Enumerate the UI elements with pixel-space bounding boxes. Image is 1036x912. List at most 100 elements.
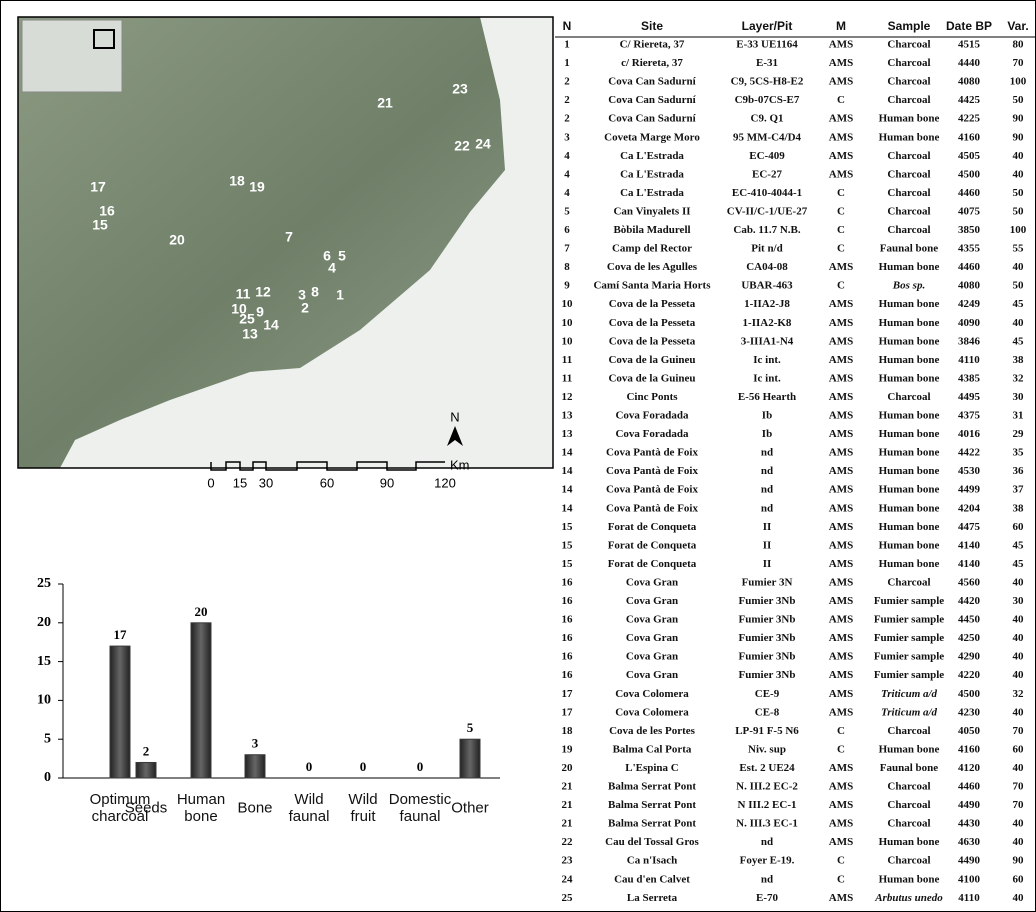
table-cell: 4110 xyxy=(958,354,980,366)
table-cell: 40 xyxy=(1013,261,1025,273)
table-cell: 11 xyxy=(562,372,572,384)
table-cell: CA04-08 xyxy=(746,261,788,273)
table-cell: 4110 xyxy=(958,892,980,904)
table-cell: Cab. 11.7 N.B. xyxy=(733,224,800,236)
table-cell: 40 xyxy=(1013,818,1025,830)
table-cell: Human bone xyxy=(879,502,940,514)
table-cell: AMS xyxy=(829,669,853,681)
table-cell: LP-91 F-5 N6 xyxy=(735,725,799,737)
table-cell: C xyxy=(837,743,845,755)
table-cell: 4225 xyxy=(958,113,981,125)
table-cell: 25 xyxy=(562,892,574,904)
table-cell: Fumier 3Nb xyxy=(739,595,796,607)
table-cell: 15 xyxy=(562,521,574,533)
table-cell: Bos sp. xyxy=(892,280,925,292)
table-cell: Charcoal xyxy=(887,187,930,199)
table-cell: 4249 xyxy=(958,298,981,310)
table-cell: AMS xyxy=(829,595,853,607)
scale-unit: Km xyxy=(450,457,470,472)
table-cell: La Serreta xyxy=(627,892,678,904)
table-cell: N III.2 EC-1 xyxy=(738,799,797,811)
table-cell: AMS xyxy=(829,502,853,514)
table-cell: UBAR-463 xyxy=(741,280,793,292)
table-cell: Human bone xyxy=(879,372,940,384)
table-cell: 4422 xyxy=(958,447,981,459)
table-cell: 4500 xyxy=(958,168,981,180)
table-cell: 3850 xyxy=(958,224,981,236)
table-cell: 40 xyxy=(1013,614,1025,626)
table-cell: Arbutus unedo xyxy=(874,892,943,904)
table-cell: 4140 xyxy=(958,539,981,551)
table-cell: AMS xyxy=(829,261,853,273)
table-cell: C xyxy=(837,94,845,106)
table-cell: 21 xyxy=(562,781,573,793)
table-cell: AMS xyxy=(829,354,853,366)
table-header: Var. xyxy=(1007,19,1028,33)
table-cell: Human bone xyxy=(879,521,940,533)
table-cell: 100 xyxy=(1010,224,1027,236)
table-cell: Fumier 3Nb xyxy=(739,651,796,663)
table-cell: AMS xyxy=(829,781,853,793)
scale-label: 90 xyxy=(380,475,394,490)
value-label: 0 xyxy=(306,759,313,774)
table-cell: 50 xyxy=(1013,94,1025,106)
table-cell: Ca L'Estrada xyxy=(620,168,684,180)
table-cell: 37 xyxy=(1013,484,1025,496)
table-cell: Cova Gran xyxy=(626,576,678,588)
table-cell: 13 xyxy=(562,428,574,440)
table-cell: Human bone xyxy=(879,743,940,755)
table-cell: 4450 xyxy=(958,614,981,626)
table-cell: 40 xyxy=(1013,651,1025,663)
table-cell: Human bone xyxy=(879,428,940,440)
table-cell: N. III.2 EC-2 xyxy=(736,781,798,793)
table-cell: Cinc Ponts xyxy=(626,391,678,403)
value-label: 2 xyxy=(143,743,150,758)
value-label: 3 xyxy=(252,736,259,751)
table-cell: Cova Pantà de Foix xyxy=(606,502,698,514)
site-label: 16 xyxy=(99,203,115,219)
site-label: 20 xyxy=(169,232,185,248)
x-tick-label: Bone xyxy=(237,800,272,817)
table-cell: 5 xyxy=(564,205,570,217)
table-cell: Cau d'en Calvet xyxy=(614,873,690,885)
table-cell: 45 xyxy=(1013,558,1025,570)
table-cell: AMS xyxy=(829,410,853,422)
table-cell: 24 xyxy=(562,873,574,885)
table-cell: 4075 xyxy=(958,205,981,217)
table-cell: 15 xyxy=(562,539,574,551)
site-label: 24 xyxy=(475,136,491,152)
table-cell: 1-IIA2-K8 xyxy=(743,317,792,329)
table-cell: AMS xyxy=(829,335,853,347)
table-cell: Charcoal xyxy=(887,576,930,588)
table-cell: 4 xyxy=(564,187,570,199)
table-cell: 4100 xyxy=(958,873,981,885)
table-cell: 17 xyxy=(562,706,574,718)
site-label: 23 xyxy=(452,81,468,97)
table-cell: Cova Foradada xyxy=(615,428,689,440)
table-cell: AMS xyxy=(829,706,853,718)
table-cell: 4505 xyxy=(958,150,981,162)
table-cell: 50 xyxy=(1013,280,1025,292)
table-cell: 50 xyxy=(1013,205,1025,217)
scale-label: 30 xyxy=(259,475,273,490)
table-cell: 23 xyxy=(562,855,574,867)
table-cell: AMS xyxy=(829,651,853,663)
table-cell: Human bone xyxy=(879,261,940,273)
table-cell: 70 xyxy=(1013,57,1025,69)
site-label: 5 xyxy=(338,248,346,264)
table-cell: Ib xyxy=(762,410,772,422)
scale-label: 0 xyxy=(207,475,214,490)
table-cell: II xyxy=(763,558,772,570)
table-cell: Cova Pantà de Foix xyxy=(606,465,698,477)
table-cell: 19 xyxy=(562,743,574,755)
table-cell: Cova de la Pesseta xyxy=(609,317,696,329)
table-cell: Cova Can Sadurní xyxy=(608,94,696,106)
table-cell: AMS xyxy=(829,150,853,162)
table-cell: Fumier 3Nb xyxy=(739,632,796,644)
table-cell: Human bone xyxy=(879,298,940,310)
table-cell: AMS xyxy=(829,892,853,904)
site-label: 19 xyxy=(249,179,265,195)
table-cell: Triticum a/d xyxy=(881,706,938,718)
table-cell: 14 xyxy=(562,502,574,514)
x-tick-label: Human bone xyxy=(177,791,225,825)
